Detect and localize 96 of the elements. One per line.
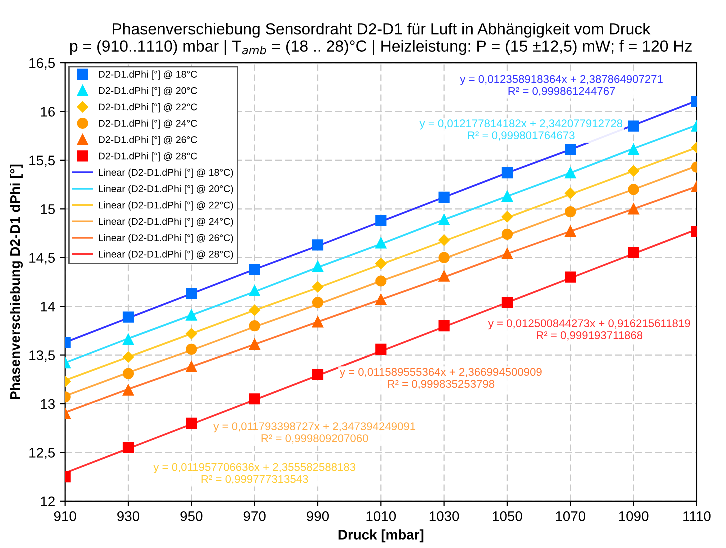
y-tick-label: 16,5 <box>30 58 56 70</box>
point <box>502 248 514 260</box>
point <box>565 226 576 238</box>
x-tick-label: 950 <box>180 512 203 522</box>
point <box>312 369 324 380</box>
point <box>249 264 260 276</box>
point <box>249 320 260 332</box>
point <box>186 310 198 321</box>
point <box>376 344 387 355</box>
annotation: y = 0,011793398727x + 2,347394249091 R² = 0,999809207060 <box>214 422 416 444</box>
annotation: y = 0,012177814182x + 2,342077912728 R² = 0,999801764673 <box>420 120 623 141</box>
point <box>186 288 198 300</box>
y-tick-label: 14 <box>41 302 56 312</box>
point <box>312 316 324 328</box>
x-axis-title: Druck [mbar] <box>338 530 424 543</box>
point <box>628 120 640 132</box>
point <box>565 206 576 218</box>
point <box>122 368 134 380</box>
x-tick-label: 970 <box>244 512 266 522</box>
point <box>628 166 640 177</box>
point <box>502 190 514 202</box>
point <box>312 281 324 293</box>
point <box>628 204 640 215</box>
point <box>502 297 514 308</box>
x-tick-label: 1090 <box>619 512 649 522</box>
point <box>438 320 450 332</box>
point <box>438 252 450 264</box>
point <box>249 394 260 405</box>
x-tick-label: 1070 <box>556 512 586 522</box>
x-tick-label: 910 <box>54 512 76 522</box>
point <box>312 240 324 251</box>
legend-label: D2-D1.dPhi [°] @ 24°C <box>99 120 198 129</box>
legend-label: Linear (D2-D1.dPhi [°] @ 28°C) <box>99 250 234 260</box>
annotation: y = 0,011957706636x + 2,355582588183 R² = 0,999777313543 <box>154 463 356 485</box>
y-tick-label: 12,5 <box>30 448 56 460</box>
point <box>628 247 640 259</box>
point <box>565 272 576 283</box>
annotation: y = 0,012500844273x + 0,916215611819 R² = 0,999193711868 <box>488 320 690 341</box>
legend-label: D2-D1.dPhi [°] @ 18°C <box>99 70 198 80</box>
point <box>249 304 260 316</box>
y-axis-title: Phasenverschiebung D2-D1 dPhi [°] <box>10 164 24 400</box>
y-tick-label: 16 <box>41 107 56 117</box>
point <box>312 261 324 272</box>
point <box>122 352 134 363</box>
legend-label: Linear (D2-D1.dPhi [°] @ 26°C) <box>99 234 234 244</box>
y-tick-label: 12 <box>41 496 55 506</box>
point <box>376 215 387 226</box>
y-tick-label: 15 <box>41 204 56 214</box>
point <box>376 238 387 249</box>
point <box>565 144 576 156</box>
annotation: y = 0,012358918364x + 2,387864907271 R² = 0,999861244767 <box>460 75 663 97</box>
x-tick-label: 930 <box>118 512 140 522</box>
y-tick-label: 13,5 <box>30 350 56 362</box>
point <box>628 144 640 156</box>
x-tick-label: 1110 <box>684 512 711 522</box>
point <box>502 228 514 240</box>
point <box>565 188 576 200</box>
legend-label: D2-D1.dPhi [°] @ 26°C <box>99 136 198 146</box>
legend-label: D2-D1.dPhi [°] @ 28°C <box>99 152 198 162</box>
legend-label: Linear (D2-D1.dPhi [°] @ 18°C) <box>99 168 234 178</box>
y-tick-label: 14,5 <box>30 253 56 265</box>
point <box>376 258 387 270</box>
point <box>438 234 450 246</box>
y-tick-label: 15,5 <box>30 156 56 168</box>
y-tick-label: 13 <box>41 399 56 410</box>
point <box>376 276 387 287</box>
legend-label: Linear (D2-D1.dPhi [°] @ 24°C) <box>99 218 234 228</box>
annotation: y = 0,011589555364x + 2,366994500909 R² = 0,999835253798 <box>340 368 542 390</box>
point <box>186 361 198 373</box>
legend-label: Linear (D2-D1.dPhi [°] @ 22°C) <box>99 202 234 211</box>
point <box>376 294 387 306</box>
legend-label: D2-D1.dPhi [°] @ 20°C <box>99 87 198 96</box>
point <box>186 418 198 430</box>
point <box>502 211 514 223</box>
x-tick-label: 1010 <box>366 512 396 522</box>
x-tick-label: 1030 <box>430 512 460 522</box>
x-tick-label: 990 <box>307 512 330 522</box>
point <box>628 184 640 196</box>
point <box>565 168 576 179</box>
point <box>438 192 450 204</box>
x-tick-label: 1050 <box>493 512 522 522</box>
point <box>438 214 450 226</box>
point <box>249 285 260 297</box>
legend-label: D2-D1.dPhi [°] @ 22°C <box>99 104 198 113</box>
point <box>249 339 260 350</box>
point <box>502 168 514 179</box>
point <box>122 312 134 323</box>
point <box>438 270 450 282</box>
point <box>122 334 134 346</box>
point <box>312 297 324 308</box>
point <box>186 344 198 355</box>
legend-label: Linear (D2-D1.dPhi [°] @ 20°C) <box>99 185 234 194</box>
chart-title: Phasenverschiebung Sensordraht D2-D1 für Luft in Abhängigkeit vom Druck p = (910..1110) mbar | T$_{amb}$ = (18 .. 28)°C | Heizleistung: P = (15 ±12,5) mW; f = 120 Hz <box>70 23 692 56</box>
point <box>122 384 134 396</box>
point <box>186 328 198 340</box>
point <box>122 442 134 454</box>
